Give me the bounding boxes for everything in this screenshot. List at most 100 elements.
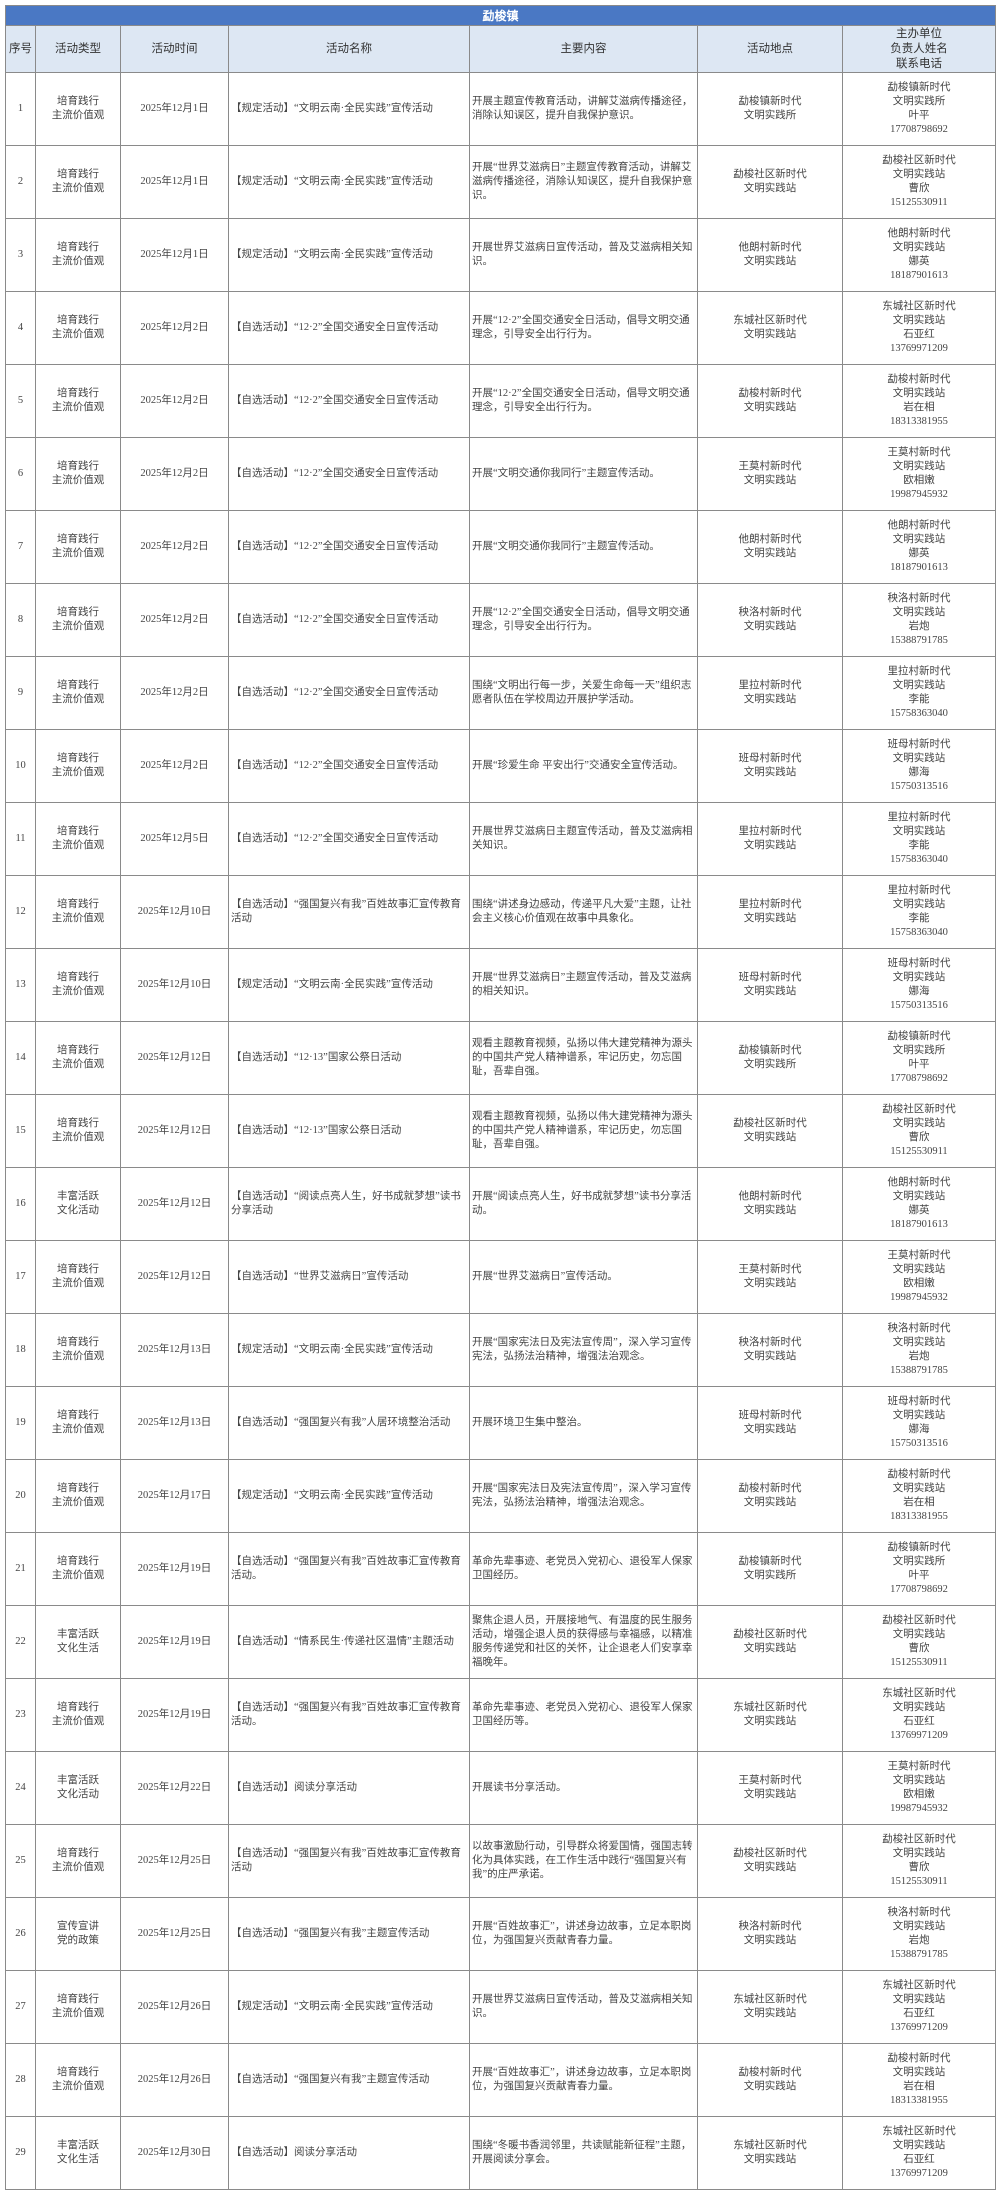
- table-row: 29 丰富活跃 文化生活 2025年12月30日 【自选活动】阅读分享活动 围绕“冬暖书…: [5, 2116, 996, 2190]
- activity-type: 培育践行 主流价值观: [35, 583, 121, 657]
- organizer-cell: 他朗村新时代 文明实践站 娜英 18187901613: [842, 1167, 996, 1241]
- organizer-unit: 东城社区新时代 文明实践站: [882, 2126, 956, 2151]
- activity-content: 开展“12·2”全国交通安全日活动，倡导文明交通理念，引导安全出行行为。: [469, 364, 698, 438]
- activity-content: 革命先辈事迹、老党员入党初心、退役军人保家卫国经历。: [469, 1532, 698, 1606]
- contact-phone: 15750313516: [890, 1000, 948, 1011]
- table-row: 15 培育践行 主流价值观 2025年12月12日 【自选活动】“12·13”国家公祭…: [5, 1094, 996, 1168]
- activity-name: 【自选活动】“12·2”全国交通安全日宣传活动: [228, 583, 470, 657]
- contact-person: 娜英: [908, 256, 930, 267]
- contact-phone: 15758363040: [890, 854, 948, 865]
- activity-place: 东城社区新时代 文明实践站: [697, 291, 843, 365]
- row-number: 8: [5, 583, 36, 657]
- row-number: 10: [5, 729, 36, 803]
- table-row: 4 培育践行 主流价值观 2025年12月2日 【自选活动】“12·2”全国交通安全日…: [5, 291, 996, 365]
- activity-type: 培育践行 主流价值观: [35, 729, 121, 803]
- organizer-unit: 他朗村新时代 文明实践站: [887, 520, 951, 545]
- activity-type: 培育践行 主流价值观: [35, 2043, 121, 2117]
- row-number: 14: [5, 1021, 36, 1095]
- contact-phone: 15758363040: [890, 927, 948, 938]
- organizer-unit: 班母村新时代 文明实践站: [887, 958, 951, 983]
- activity-name: 【自选活动】“强国复兴有我”百姓故事汇宣传教育活动。: [228, 1678, 470, 1752]
- organizer-cell: 勐梭镇新时代 文明实践所 叶平 17708798692: [842, 72, 996, 146]
- activity-place: 东城社区新时代 文明实践站: [697, 2116, 843, 2190]
- row-number: 21: [5, 1532, 36, 1606]
- activity-name: 【自选活动】“强国复兴有我”主题宣传活动: [228, 2043, 470, 2117]
- table-row: 14 培育践行 主流价值观 2025年12月12日 【自选活动】“12·13”国家公祭…: [5, 1021, 996, 1095]
- activity-date: 2025年12月22日: [120, 1751, 229, 1825]
- activity-date: 2025年12月2日: [120, 510, 229, 584]
- contact-person: 叶平: [908, 1570, 930, 1581]
- activity-date: 2025年12月12日: [120, 1021, 229, 1095]
- organizer-unit: 里拉村新时代 文明实践站: [887, 885, 951, 910]
- activity-date: 2025年12月1日: [120, 72, 229, 146]
- organizer-cell: 勐梭镇新时代 文明实践所 叶平 17708798692: [842, 1532, 996, 1606]
- row-number: 16: [5, 1167, 36, 1241]
- table-row: 5 培育践行 主流价值观 2025年12月2日 【自选活动】“12·2”全国交通安全日…: [5, 364, 996, 438]
- activity-place: 勐梭社区新时代 文明实践站: [697, 1605, 843, 1679]
- table-row: 2 培育践行 主流价值观 2025年12月1日 【规定活动】“文明云南·全民实践”宣传…: [5, 145, 996, 219]
- contact-phone: 15125530911: [890, 197, 948, 208]
- activity-name: 【自选活动】“12·13”国家公祭日活动: [228, 1094, 470, 1168]
- organizer-cell: 勐梭社区新时代 文明实践站 曹欣 15125530911: [842, 1824, 996, 1898]
- organizer-unit: 东城社区新时代 文明实践站: [882, 1688, 956, 1713]
- contact-phone: 18187901613: [890, 562, 948, 573]
- table-row: 21 培育践行 主流价值观 2025年12月19日 【自选活动】“强国复兴有我”百姓故…: [5, 1532, 996, 1606]
- organizer-cell: 里拉村新时代 文明实践站 李能 15758363040: [842, 875, 996, 949]
- contact-person: 岩炮: [908, 621, 930, 632]
- activity-type: 培育践行 主流价值观: [35, 1459, 121, 1533]
- organizer-cell: 东城社区新时代 文明实践站 石亚红 13769971209: [842, 2116, 996, 2190]
- table-title-row: 勐梭镇: [5, 5, 996, 26]
- table-row: 9 培育践行 主流价值观 2025年12月2日 【自选活动】“12·2”全国交通安全日…: [5, 656, 996, 730]
- contact-phone: 15750313516: [890, 1438, 948, 1449]
- activity-place: 勐梭社区新时代 文明实践站: [697, 1824, 843, 1898]
- table-row: 23 培育践行 主流价值观 2025年12月19日 【自选活动】“强国复兴有我”百姓故…: [5, 1678, 996, 1752]
- contact-person: 岩在相: [903, 1497, 935, 1508]
- organizer-cell: 东城社区新时代 文明实践站 石亚红 13769971209: [842, 1678, 996, 1752]
- table-header-row: 序号 活动类型 活动时间 活动名称 主要内容 活动地点 主办单位 负责人姓名 联系电话: [5, 25, 996, 73]
- activity-date: 2025年12月13日: [120, 1313, 229, 1387]
- contact-person: 石亚红: [903, 1716, 935, 1727]
- organizer-cell: 勐梭社区新时代 文明实践站 曹欣 15125530911: [842, 145, 996, 219]
- activity-date: 2025年12月2日: [120, 656, 229, 730]
- activity-date: 2025年12月2日: [120, 437, 229, 511]
- contact-phone: 15125530911: [890, 1146, 948, 1157]
- row-number: 27: [5, 1970, 36, 2044]
- organizer-cell: 东城社区新时代 文明实践站 石亚红 13769971209: [842, 1970, 996, 2044]
- activity-place: 里拉村新时代 文明实践站: [697, 802, 843, 876]
- activity-content: 革命先辈事迹、老党员入党初心、退役军人保家卫国经历等。: [469, 1678, 698, 1752]
- activity-type: 培育践行 主流价值观: [35, 1824, 121, 1898]
- organizer-unit: 班母村新时代 文明实践站: [887, 1396, 951, 1421]
- table-row: 13 培育践行 主流价值观 2025年12月10日 【规定活动】“文明云南·全民实践”…: [5, 948, 996, 1022]
- activity-type: 培育践行 主流价值观: [35, 291, 121, 365]
- activity-date: 2025年12月25日: [120, 1824, 229, 1898]
- contact-phone: 18313381955: [890, 416, 948, 427]
- organizer-cell: 王莫村新时代 文明实践站 欧相嫩 19987945932: [842, 437, 996, 511]
- activity-name: 【自选活动】“12·2”全国交通安全日宣传活动: [228, 364, 470, 438]
- contact-person: 李能: [908, 694, 930, 705]
- contact-person: 娜海: [908, 767, 930, 778]
- row-number: 18: [5, 1313, 36, 1387]
- table-row: 22 丰富活跃 文化生活 2025年12月19日 【自选活动】“情系民生·传递社区温情…: [5, 1605, 996, 1679]
- row-number: 12: [5, 875, 36, 949]
- contact-phone: 18187901613: [890, 270, 948, 281]
- activity-type: 宣传宣讲 党的政策: [35, 1897, 121, 1971]
- row-number: 25: [5, 1824, 36, 1898]
- activity-name: 【规定活动】“文明云南·全民实践”宣传活动: [228, 1313, 470, 1387]
- contact-person: 叶平: [908, 1059, 930, 1070]
- activity-date: 2025年12月25日: [120, 1897, 229, 1971]
- organizer-unit: 勐梭社区新时代 文明实践站: [882, 1615, 956, 1640]
- organizer-unit: 里拉村新时代 文明实践站: [887, 666, 951, 691]
- activity-type: 丰富活跃 文化生活: [35, 2116, 121, 2190]
- activity-name: 【自选活动】“12·2”全国交通安全日宣传活动: [228, 291, 470, 365]
- activity-place: 勐梭镇新时代 文明实践所: [697, 1021, 843, 1095]
- activity-type: 培育践行 主流价值观: [35, 1970, 121, 2044]
- contact-person: 娜英: [908, 1205, 930, 1216]
- organizer-unit: 秧洛村新时代 文明实践站: [887, 593, 951, 618]
- activity-content: 以故事激励行动，引导群众将爱国情，强国志转化为具体实践，在工作生活中践行“强国复…: [469, 1824, 698, 1898]
- table-row: 10 培育践行 主流价值观 2025年12月2日 【自选活动】“12·2”全国交通安全…: [5, 729, 996, 803]
- activity-place: 里拉村新时代 文明实践站: [697, 656, 843, 730]
- activity-name: 【自选活动】“情系民生·传递社区温情”主题活动: [228, 1605, 470, 1679]
- contact-person: 欧相嫩: [903, 1789, 935, 1800]
- contact-phone: 19987945932: [890, 1292, 948, 1303]
- organizer-unit: 王莫村新时代 文明实践站: [887, 1250, 951, 1275]
